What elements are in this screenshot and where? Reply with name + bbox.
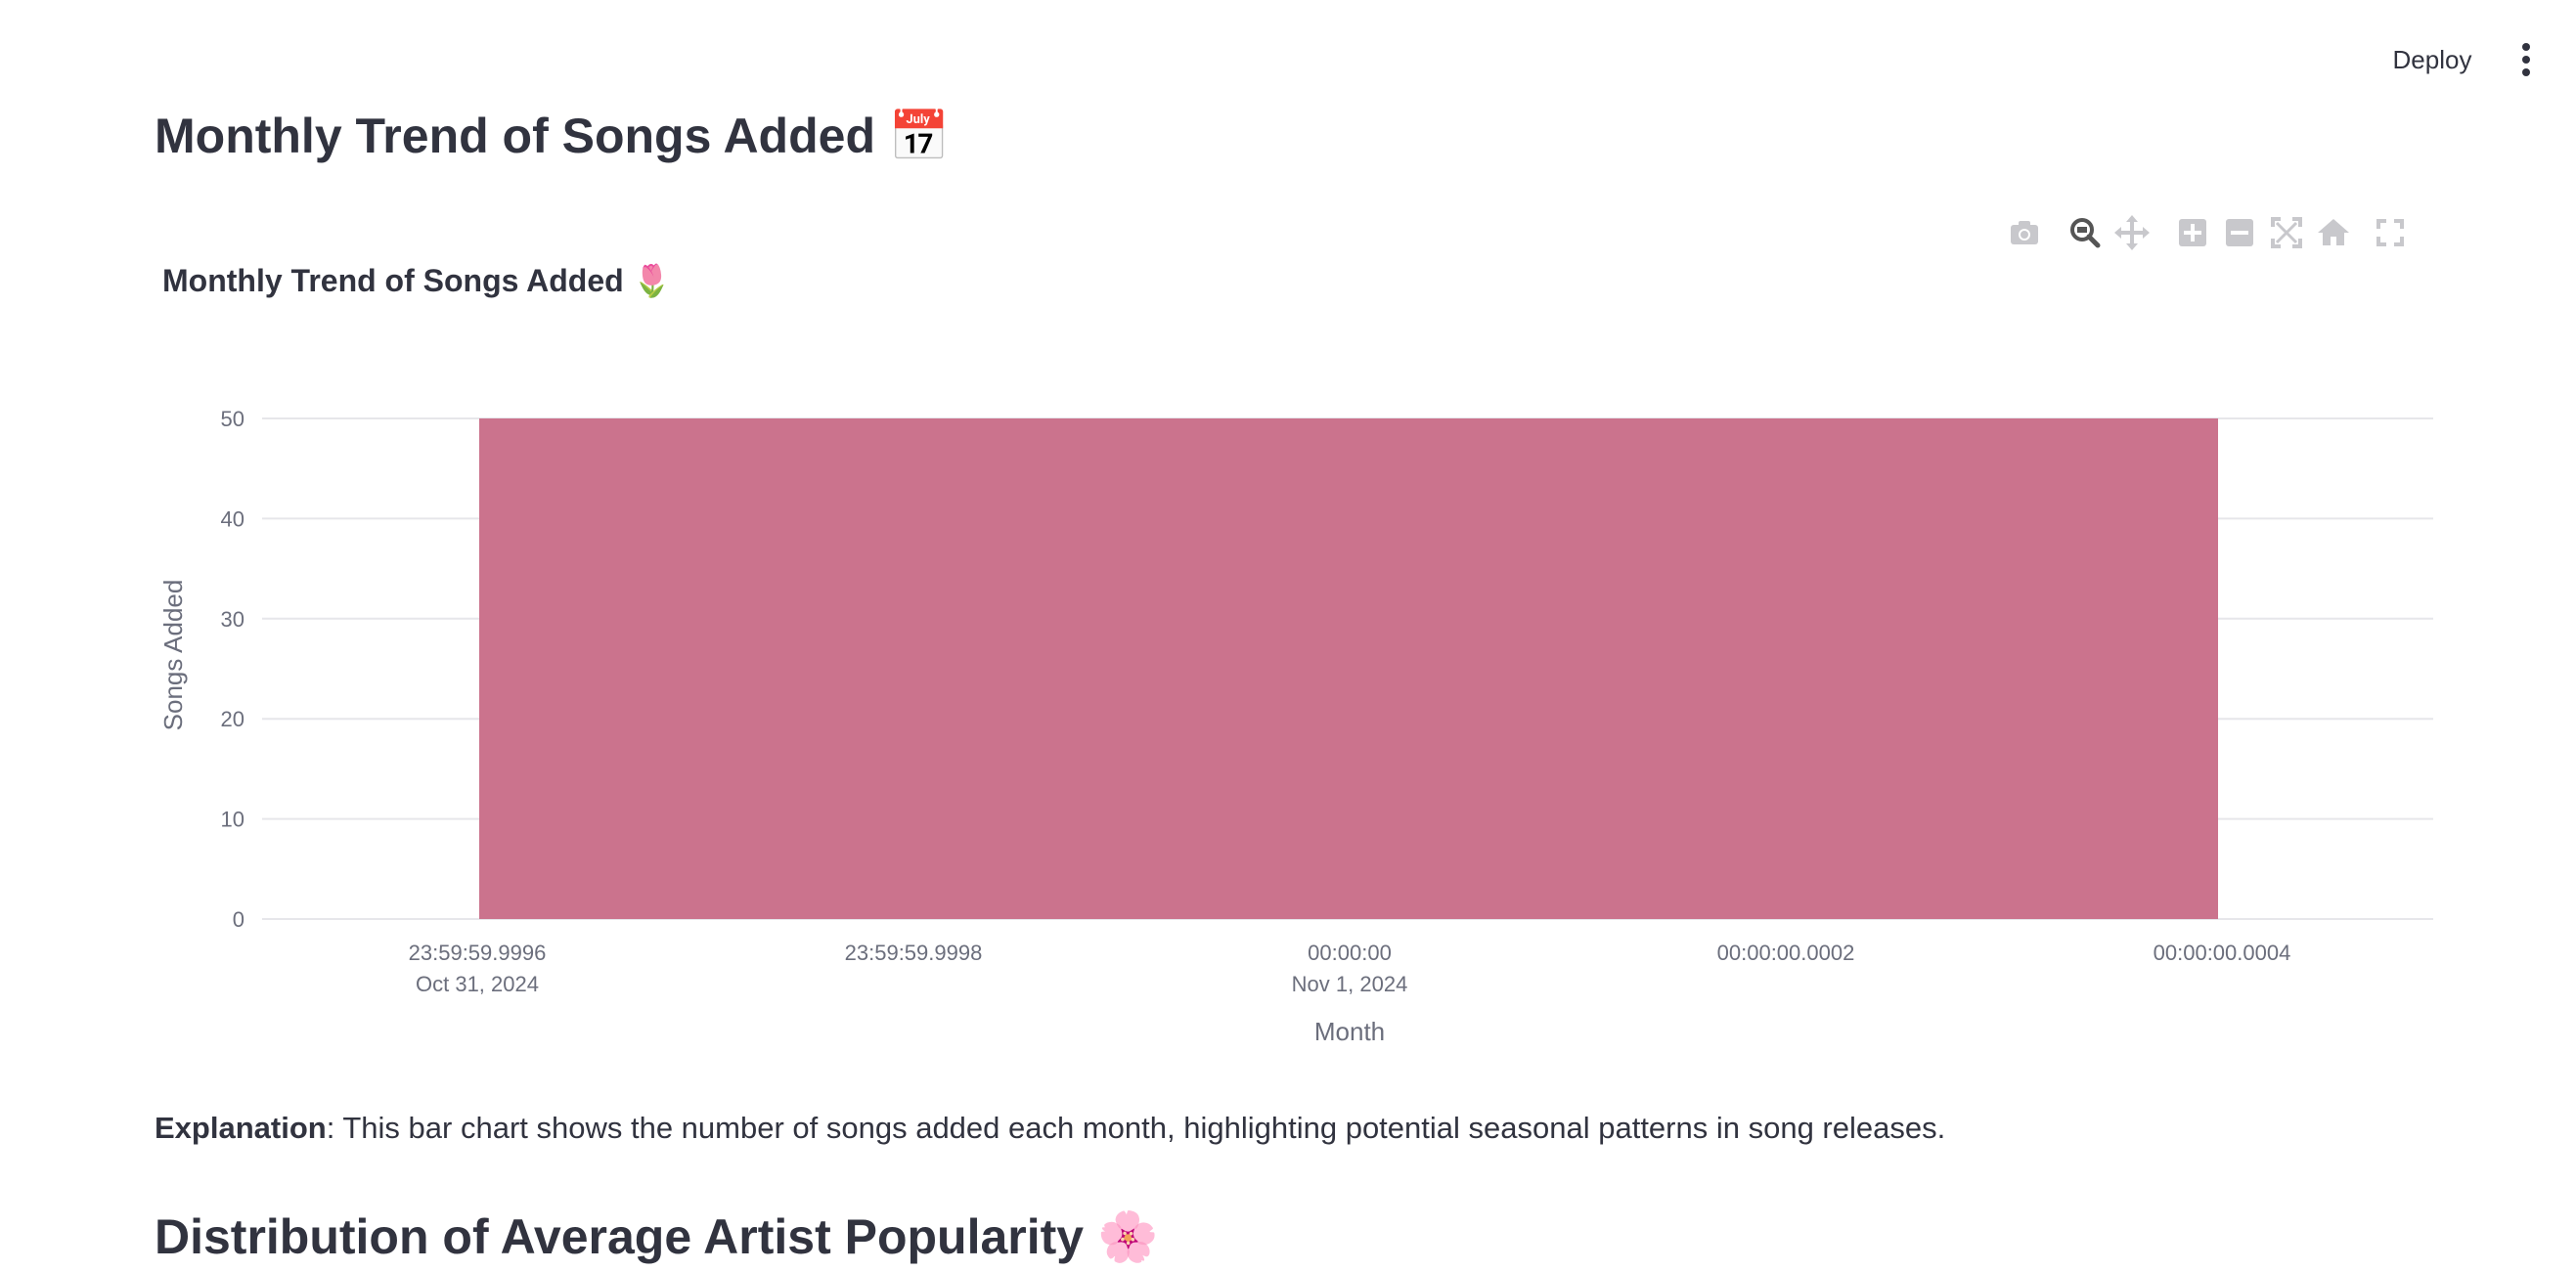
deploy-button[interactable]: Deploy <box>2392 45 2472 74</box>
x-tick-label: Nov 1, 2024 <box>1292 972 1408 996</box>
zoom-out-icon[interactable] <box>2220 213 2259 252</box>
explanation-label: Explanation <box>155 1111 327 1145</box>
x-tick-label: 00:00:00 <box>1308 941 1392 965</box>
y-tick-label: 0 <box>233 907 244 932</box>
autoscale-icon[interactable] <box>2267 213 2306 252</box>
x-tick-label: 00:00:00.0002 <box>1717 941 1855 965</box>
x-tick-label: 23:59:59.9996 <box>409 941 547 965</box>
reset-axes-icon[interactable] <box>2314 213 2353 252</box>
y-tick-label: 40 <box>221 506 244 531</box>
chart-explanation: Explanation: This bar chart shows the nu… <box>155 1111 1945 1146</box>
y-tick-label: 30 <box>221 607 244 632</box>
explanation-text: : This bar chart shows the number of son… <box>326 1111 1946 1145</box>
camera-icon[interactable] <box>2005 213 2044 252</box>
x-tick-label: 00:00:00.0004 <box>2154 941 2291 965</box>
section-title-artist-popularity: Distribution of Average Artist Popularit… <box>155 1209 1159 1264</box>
y-axis-title: Songs Added <box>158 580 188 731</box>
pan-icon[interactable] <box>2112 213 2152 252</box>
bar-chart[interactable]: 0 10 20 30 40 50 23:59:59.9996 Oct 31, 2024 23:5… <box>155 244 2443 1075</box>
fullscreen-icon[interactable] <box>2371 213 2410 252</box>
y-tick-label: 50 <box>221 407 244 431</box>
x-axis-title: Month <box>1314 1017 1385 1046</box>
bar <box>479 418 2218 919</box>
zoom-in-icon[interactable] <box>2173 213 2212 252</box>
chart-svg: 0 10 20 30 40 50 23:59:59.9996 Oct 31, 2024 23:5… <box>158 407 2433 1046</box>
y-tick-label: 20 <box>221 707 244 731</box>
x-tick-label: 23:59:59.9998 <box>845 941 983 965</box>
page-title: Monthly Trend of Songs Added 📅 <box>155 109 951 163</box>
x-tick-label: Oct 31, 2024 <box>416 972 539 996</box>
chart-title: Monthly Trend of Songs Added 🌷 <box>162 263 672 298</box>
more-vertical-icon[interactable] <box>2511 37 2541 82</box>
y-tick-label: 10 <box>221 808 244 832</box>
zoom-icon[interactable] <box>2065 213 2105 252</box>
app-header: Deploy <box>0 0 2576 117</box>
